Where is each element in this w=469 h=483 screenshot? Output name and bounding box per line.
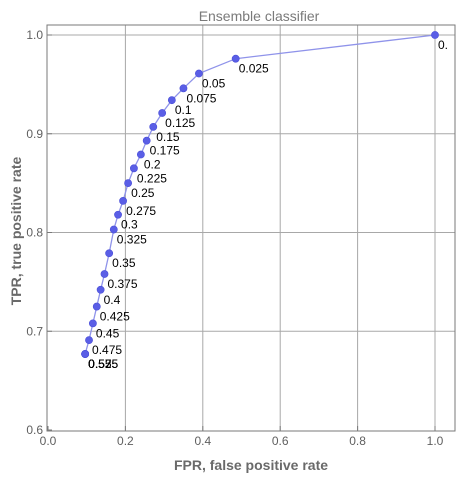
y-axis-title: TPR, true positive rate [8, 156, 24, 305]
threshold-label: 0.15 [156, 130, 180, 144]
threshold-labels: 0. 0.025 0.050.0750.10.1250.150.1750.20.22… [88, 38, 448, 371]
roc-points [81, 31, 439, 358]
x-tick-label: 0.2 [117, 434, 134, 448]
y-tick-label: 0.9 [26, 127, 43, 141]
roc-point [81, 350, 90, 358]
threshold-label: 0.075 [186, 91, 216, 105]
x-tick-label: 1.0 [427, 434, 444, 448]
roc-point [195, 69, 203, 78]
threshold-label: 0.175 [150, 144, 180, 158]
roc-point [119, 196, 127, 205]
axis-ticks: 0.0 0.2 0.4 0.6 0.8 1.0 0.6 0.7 0.8 0.9 1.0 [26, 28, 443, 448]
x-tick-label: 0.8 [349, 434, 366, 448]
roc-point [105, 249, 114, 258]
threshold-label: 0.55 [88, 357, 112, 371]
threshold-label: 0.4 [104, 293, 121, 307]
y-tick-label: 1.0 [26, 28, 43, 42]
roc-point [431, 31, 439, 39]
x-tick-label: 0.6 [272, 434, 289, 448]
roc-point [109, 225, 118, 234]
roc-point [130, 164, 138, 173]
roc-point [88, 319, 97, 328]
x-axis-title: FPR, false positive rate [174, 457, 328, 473]
threshold-label: 0.225 [137, 171, 167, 185]
threshold-label: 0.45 [96, 326, 120, 340]
threshold-label: 0.05 [202, 77, 226, 91]
x-tick-label: 0.4 [194, 434, 211, 448]
chart-title: Ensemble classifier [199, 8, 320, 24]
roc-point [85, 336, 93, 345]
roc-point [167, 96, 176, 105]
roc-point [158, 109, 167, 117]
roc-point [114, 210, 122, 219]
x-tick-label: 0.0 [40, 434, 57, 448]
threshold-label: 0.25 [131, 186, 155, 200]
roc-point [142, 136, 151, 145]
threshold-label: 0.3 [121, 218, 138, 232]
y-tick-label: 0.7 [26, 324, 43, 338]
threshold-label: 0. [438, 38, 448, 52]
roc-point [124, 179, 133, 188]
roc-point [179, 84, 188, 93]
threshold-label: 0.35 [112, 256, 136, 270]
threshold-label: 0.525 [88, 357, 118, 371]
threshold-label: 0.275 [126, 204, 156, 218]
threshold-label: 0.425 [100, 310, 130, 324]
threshold-label: 0.475 [92, 343, 122, 357]
threshold-label: 0.2 [144, 157, 161, 171]
threshold-label: 0.375 [108, 277, 138, 291]
plot-frame [46, 24, 456, 432]
threshold-label: 0.5 [88, 357, 105, 371]
threshold-label: 0.125 [165, 116, 195, 130]
roc-point [96, 285, 105, 294]
y-tick-label: 0.6 [26, 423, 43, 437]
roc-point [100, 270, 109, 278]
threshold-label: 0.1 [175, 103, 192, 117]
roc-point [149, 122, 158, 131]
roc-point [231, 54, 240, 63]
roc-point [92, 302, 101, 311]
y-tick-label: 0.8 [26, 226, 43, 240]
threshold-label: 0.575 [88, 357, 118, 371]
threshold-label: 0.025 [239, 62, 269, 76]
threshold-label: 0.325 [117, 233, 147, 247]
roc-point [136, 150, 145, 159]
